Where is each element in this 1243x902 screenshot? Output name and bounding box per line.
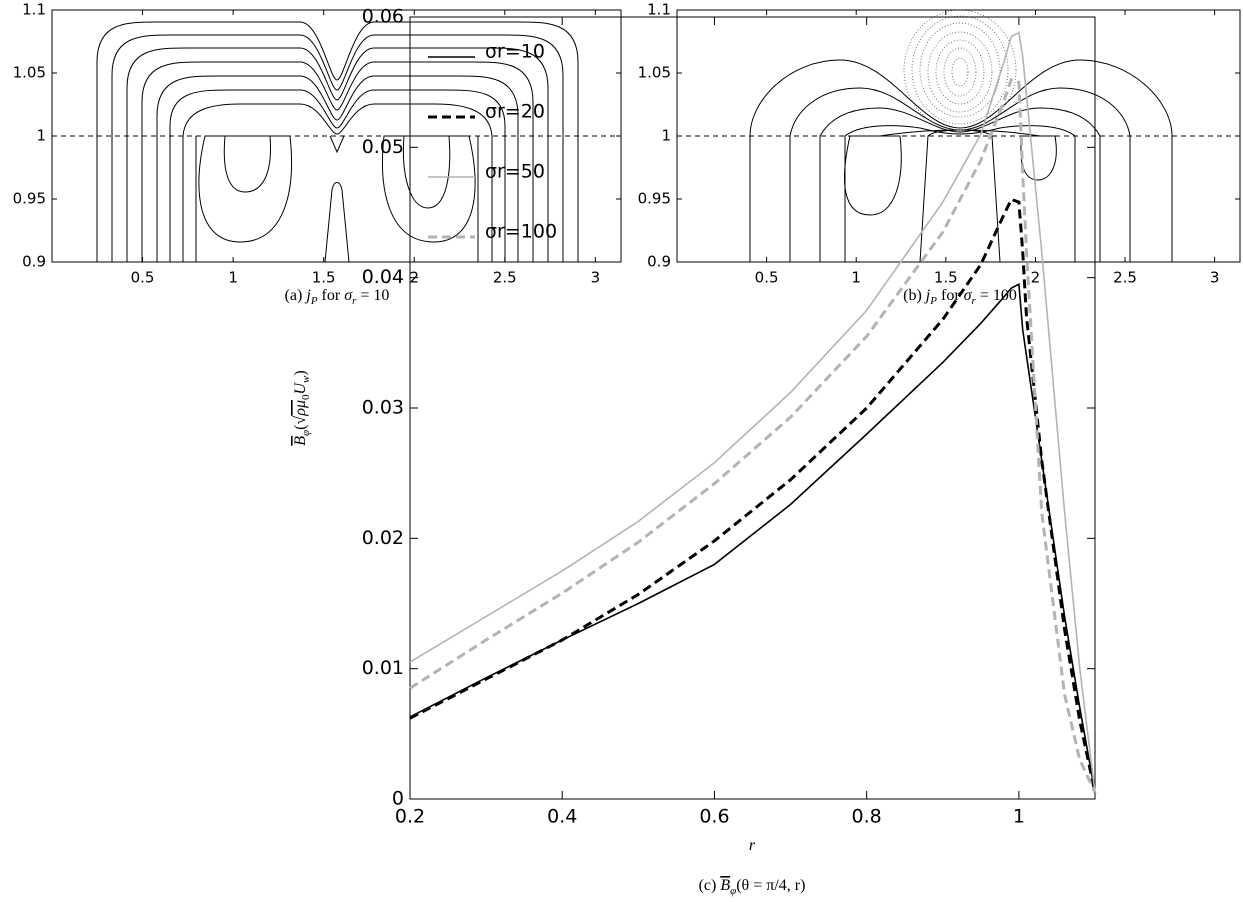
x-tick-label: 1 [1013, 806, 1025, 828]
y-tick-label: 0.9 [647, 253, 671, 271]
y-tick-label: 1 [36, 127, 46, 145]
y-tick-label: 0.06 [362, 6, 404, 28]
label-part: √ [292, 416, 309, 425]
caption-part: for [937, 287, 964, 304]
label-part: ( [292, 425, 309, 430]
contours-b [749, 59, 1173, 263]
x-tick-label: 1.5 [312, 269, 336, 287]
y-tick-label: 0.02 [362, 527, 404, 549]
caption-part: (c) [699, 877, 721, 894]
caption-part: P [929, 295, 937, 307]
caption: (a) jP for σr = 10 [285, 287, 390, 307]
y-tick-label: 0.01 [362, 657, 404, 679]
y-axis-label: Bφ(√ρμ0Uw) [292, 370, 312, 445]
x-tick-label: 2 [1031, 269, 1041, 287]
y-tick-label: 0.03 [362, 397, 404, 419]
y-tick-label: 0.9 [22, 253, 46, 271]
label-part: B [292, 436, 309, 446]
x-tick-label: 3 [591, 269, 601, 287]
caption-part: (θ = π/4, r) [736, 877, 805, 894]
caption-part: = 100 [976, 287, 1017, 304]
caption-part: for [318, 287, 345, 304]
caption-part: B [720, 877, 730, 894]
series-line [409, 282, 1096, 793]
label-part: U [292, 382, 309, 395]
caption-part: j [304, 287, 311, 304]
x-tick-label: 0.2 [395, 806, 425, 828]
label-part: ρμ [292, 400, 309, 417]
series-line [409, 197, 1097, 793]
x-axis-label: r [749, 837, 756, 854]
x-tick-label: 2.5 [493, 269, 517, 287]
series-line [409, 31, 1096, 793]
y-tick-label: 1.05 [638, 64, 671, 82]
x-tick-label: 2.5 [1113, 269, 1137, 287]
label-part: w [300, 375, 312, 383]
label-part: φ [300, 430, 312, 436]
x-tick-label: 1 [851, 269, 861, 287]
caption-part: j [924, 287, 931, 304]
y-tick-label: 0.95 [13, 190, 46, 208]
legend-label: σr=50 [485, 161, 545, 183]
x-tick-label: 0.8 [852, 806, 882, 828]
caption-part: P [310, 295, 318, 307]
y-tick-label: 0.04 [362, 266, 404, 288]
legend-label: σr=100 [485, 221, 557, 243]
caption-part: σ [964, 287, 973, 304]
x-tick-label: 3 [1210, 269, 1220, 287]
caption-part: (a) [285, 287, 307, 304]
series-line [409, 77, 1097, 794]
x-tick-label: 0.5 [755, 269, 779, 287]
x-tick-label: 1 [228, 269, 238, 287]
x-tick-label: 1.5 [934, 269, 958, 287]
legend-label: σr=20 [485, 101, 545, 123]
caption-part: (b) [903, 287, 926, 304]
x-tick-label: 0.5 [131, 269, 155, 287]
caption-part: φ [730, 885, 736, 897]
label-part: ) [292, 370, 309, 375]
y-tick-label: 1.1 [22, 1, 46, 19]
y-tick-label: 0.95 [638, 190, 671, 208]
caption-part: r [352, 295, 357, 307]
y-tick-label: 0 [392, 788, 404, 810]
y-tick-label: 1.05 [13, 64, 46, 82]
y-tick-label: 1.1 [647, 1, 671, 19]
legend-label: σr=10 [485, 41, 545, 63]
y-tick-label: 1 [661, 127, 671, 145]
contours-a [96, 21, 579, 263]
x-tick-label: 0.4 [547, 806, 577, 828]
caption: (c) Bφ(θ = π/4, r) [699, 877, 806, 897]
x-tick-label: 0.6 [699, 806, 729, 828]
caption-part: = 10 [356, 287, 389, 304]
label-part: 0 [300, 394, 312, 400]
caption-part: r [972, 295, 977, 307]
caption-part: σ [344, 287, 353, 304]
caption: (b) jP for σr = 100 [903, 287, 1017, 307]
y-tick-label: 0.05 [362, 136, 404, 158]
contours-b-dotted [903, 9, 1017, 131]
